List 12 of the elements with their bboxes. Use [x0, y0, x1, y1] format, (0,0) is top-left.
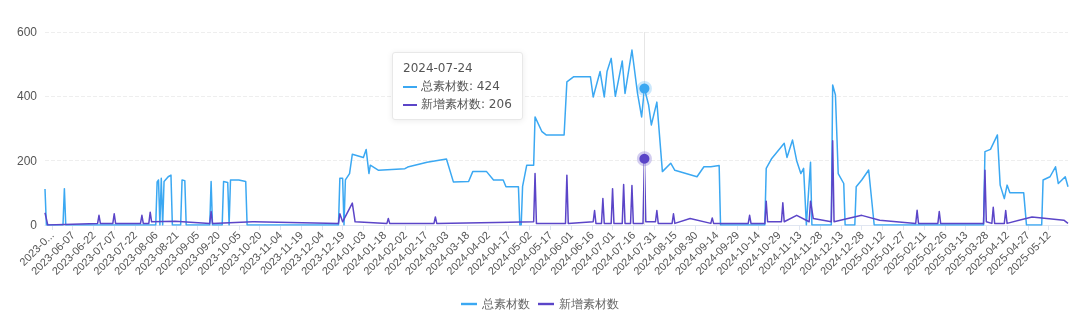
tooltip-card: 2024-07-24 总素材数: 424 新增素材数: 206 [392, 52, 523, 120]
y-tick-label: 200 [16, 153, 38, 168]
annotation: 2024-07-24 [403, 61, 473, 75]
y-tick-label: 400 [16, 89, 38, 104]
line-series [44, 49, 1069, 226]
legend-label: 总素材数 [481, 297, 530, 311]
y-tick-label: 0 [30, 218, 38, 232]
annotation: 新增素材数: 206 [421, 97, 512, 111]
y-tick-label: 600 [16, 25, 38, 39]
legend-label: 新增素材数 [559, 297, 619, 311]
annotation: 总素材数: 424 [421, 79, 500, 93]
line-series [44, 139, 1069, 226]
